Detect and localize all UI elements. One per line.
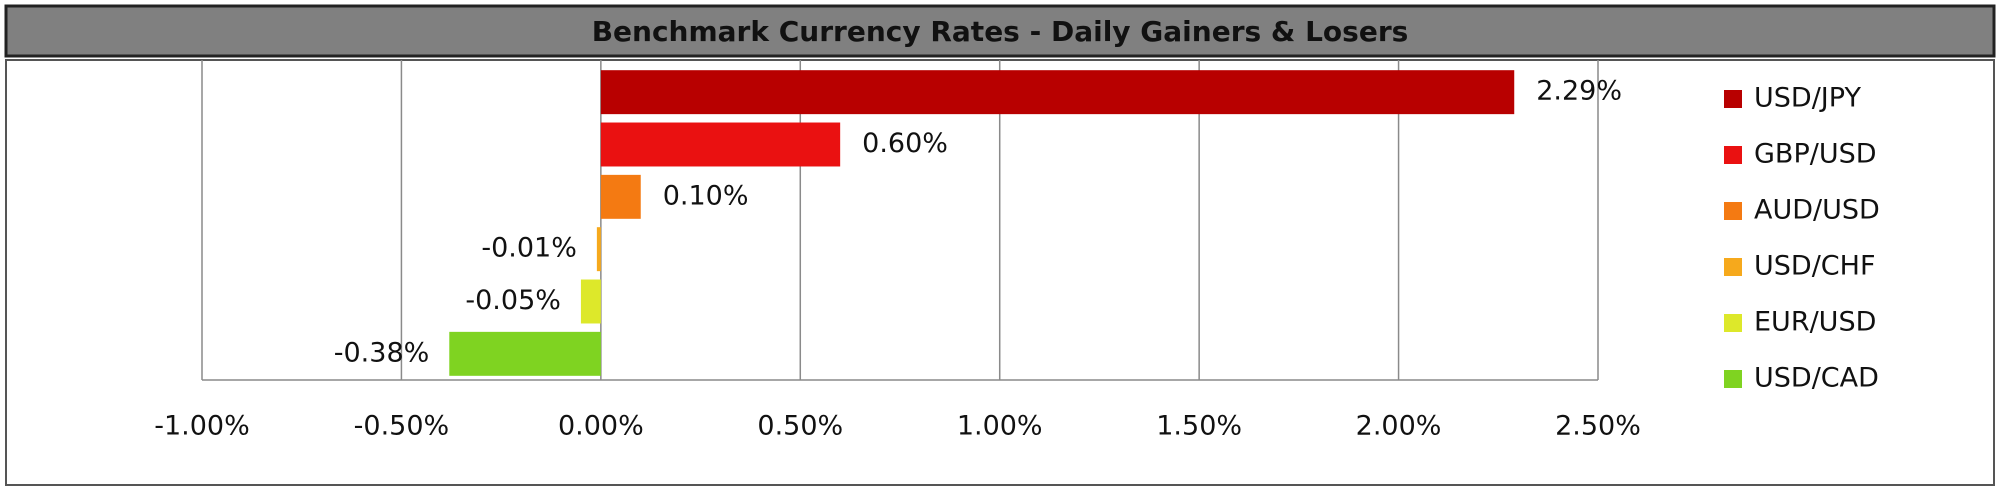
value-label: 0.10%: [663, 180, 749, 211]
value-label: -0.05%: [465, 285, 561, 316]
value-label: -0.38%: [334, 337, 430, 368]
x-tick-label: 0.00%: [558, 411, 644, 442]
legend-swatch: [1724, 202, 1742, 220]
bar: [580, 279, 601, 324]
x-tick-label: 2.50%: [1555, 411, 1641, 442]
x-tick-label: -0.50%: [354, 411, 450, 442]
x-tick-label: 1.00%: [957, 411, 1043, 442]
legend-swatch: [1724, 90, 1742, 108]
x-tick-label: -1.00%: [154, 411, 250, 442]
legend-label: GBP/USD: [1754, 139, 1877, 170]
x-tick-label: 2.00%: [1356, 411, 1442, 442]
title-bar: [4, 4, 1996, 58]
legend-swatch: [1724, 258, 1742, 276]
legend-swatch: [1724, 314, 1742, 332]
chart-title: Benchmark Currency Rates - Daily Gainers…: [592, 15, 1409, 48]
legend-label: AUD/USD: [1754, 195, 1880, 226]
bar: [596, 227, 601, 272]
legend-swatch: [1724, 146, 1742, 164]
x-tick-label: 1.50%: [1156, 411, 1242, 442]
value-label: -0.01%: [481, 233, 577, 264]
bar: [600, 70, 1515, 115]
legend-label: USD/JPY: [1754, 83, 1861, 114]
bar: [600, 174, 641, 219]
legend-label: USD/CAD: [1754, 363, 1879, 394]
bar: [600, 122, 841, 167]
value-label: 2.29%: [1536, 76, 1622, 107]
legend-label: EUR/USD: [1754, 307, 1876, 338]
value-label: 0.60%: [862, 128, 948, 159]
legend-label: USD/CHF: [1754, 251, 1875, 282]
x-tick-label: 0.50%: [757, 411, 843, 442]
bar: [449, 331, 601, 376]
legend-swatch: [1724, 370, 1742, 388]
